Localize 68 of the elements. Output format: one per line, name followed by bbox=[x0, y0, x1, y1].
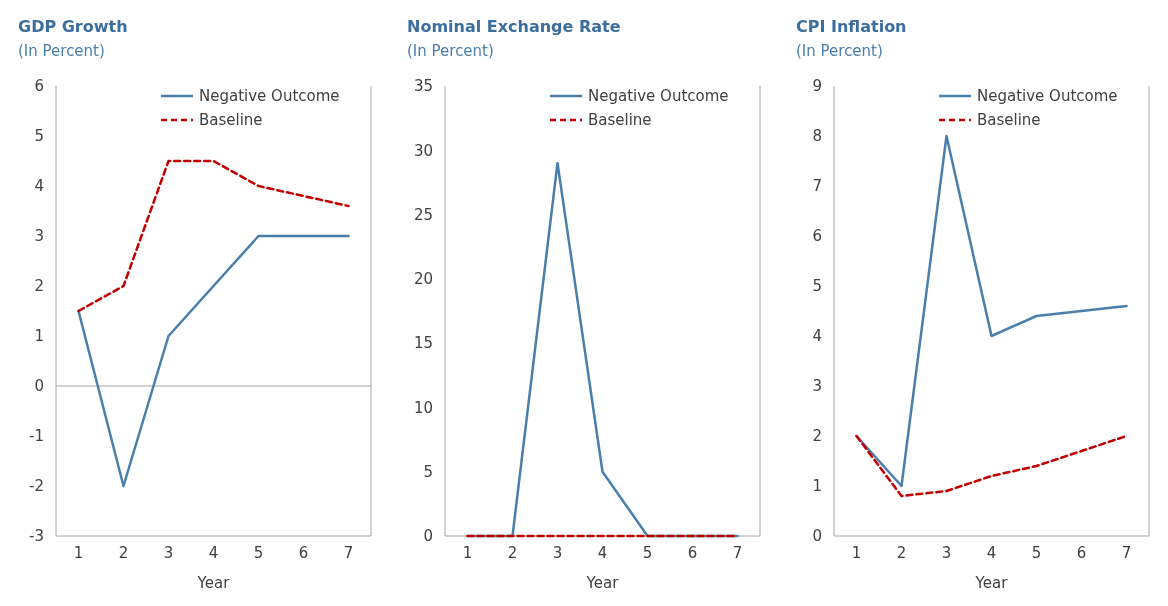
y-tick-label: -1 bbox=[29, 427, 44, 446]
x-tick-label: 4 bbox=[597, 544, 608, 562]
y-tick-label: 4 bbox=[34, 177, 44, 196]
x-tick-label: 6 bbox=[687, 544, 698, 562]
line-series bbox=[77, 234, 350, 488]
y-tick-label: 5 bbox=[812, 277, 822, 296]
line-series bbox=[77, 159, 350, 313]
x-tick-label: 5 bbox=[642, 544, 653, 562]
y-tick-label: 2 bbox=[34, 277, 44, 296]
legend-label: Negative Outcome bbox=[977, 87, 1118, 106]
legend-label: Negative Outcome bbox=[588, 87, 729, 106]
x-axis-title: Year bbox=[585, 574, 620, 592]
y-tick-label: 3 bbox=[34, 227, 44, 246]
x-tick-label: 4 bbox=[208, 544, 219, 562]
y-tick-label: 10 bbox=[413, 398, 433, 417]
chart-subtitle: (In Percent) bbox=[796, 42, 883, 60]
x-tick-label: 1 bbox=[851, 544, 862, 562]
y-tick-label: 3 bbox=[812, 377, 822, 396]
y-tick-label: 9 bbox=[812, 77, 822, 96]
x-tick-label: 1 bbox=[73, 544, 84, 562]
y-tick-label: 20 bbox=[413, 270, 433, 289]
y-tick-label: -2 bbox=[29, 477, 44, 496]
y-tick-label: 35 bbox=[413, 77, 433, 96]
chart-subtitle: (In Percent) bbox=[407, 42, 494, 60]
y-tick-label: 0 bbox=[812, 527, 822, 546]
y-tick-label: 0 bbox=[423, 527, 433, 546]
chart-title: CPI Inflation bbox=[796, 17, 907, 36]
y-tick-label: 25 bbox=[413, 205, 433, 224]
x-tick-label: 5 bbox=[1031, 544, 1042, 562]
line-series bbox=[855, 134, 1128, 488]
y-tick-label: 6 bbox=[812, 227, 822, 246]
x-tick-label: 6 bbox=[1076, 544, 1087, 562]
legend-label: Baseline bbox=[588, 111, 652, 130]
legend-label: Negative Outcome bbox=[199, 87, 340, 106]
y-tick-label: 1 bbox=[812, 477, 822, 496]
y-tick-label: 4 bbox=[812, 327, 822, 346]
x-tick-label: 3 bbox=[941, 544, 952, 562]
x-tick-label: 3 bbox=[552, 544, 563, 562]
line-series bbox=[855, 434, 1128, 498]
legend-label: Baseline bbox=[199, 111, 263, 130]
x-tick-label: 7 bbox=[343, 544, 354, 562]
x-axis-title: Year bbox=[974, 574, 1009, 592]
y-tick-label: 7 bbox=[812, 177, 822, 196]
y-tick-label: 15 bbox=[413, 334, 433, 353]
chart-subtitle: (In Percent) bbox=[18, 42, 105, 60]
y-tick-label: 2 bbox=[812, 427, 822, 446]
y-tick-label: 5 bbox=[423, 462, 433, 481]
x-tick-label: 2 bbox=[896, 544, 907, 562]
x-tick-label: 5 bbox=[253, 544, 264, 562]
chart-title: GDP Growth bbox=[18, 17, 128, 36]
legend-label: Baseline bbox=[977, 111, 1041, 130]
x-tick-label: 2 bbox=[507, 544, 518, 562]
x-tick-label: 3 bbox=[163, 544, 174, 562]
x-tick-label: 6 bbox=[298, 544, 309, 562]
x-axis-title: Year bbox=[196, 574, 231, 592]
x-tick-label: 2 bbox=[118, 544, 129, 562]
x-tick-label: 7 bbox=[732, 544, 743, 562]
x-tick-label: 4 bbox=[986, 544, 997, 562]
x-tick-label: 1 bbox=[462, 544, 473, 562]
y-tick-label: 0 bbox=[34, 377, 44, 396]
x-tick-label: 7 bbox=[1121, 544, 1132, 562]
y-tick-label: 5 bbox=[34, 127, 44, 146]
chart-title: Nominal Exchange Rate bbox=[407, 17, 621, 36]
y-tick-label: -3 bbox=[29, 527, 44, 546]
y-tick-label: 1 bbox=[34, 327, 44, 346]
y-tick-label: 8 bbox=[812, 127, 822, 146]
y-tick-label: 6 bbox=[34, 77, 44, 96]
y-tick-label: 30 bbox=[413, 141, 433, 160]
